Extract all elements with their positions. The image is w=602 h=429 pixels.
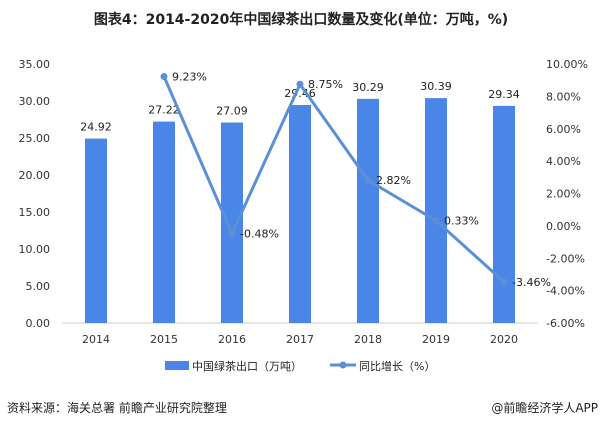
line-data-label: 8.75% — [308, 78, 343, 91]
bar-2014 — [85, 138, 107, 323]
x-axis-tick: 2014 — [82, 333, 110, 346]
line-data-label: -0.48% — [240, 228, 279, 241]
source-note: 资料来源：海关总署 前瞻产业研究院整理 — [7, 401, 227, 415]
growth-point-2017 — [296, 80, 304, 88]
x-axis-tick: 2019 — [422, 333, 450, 346]
bar-2018 — [357, 98, 379, 323]
right-axis-tick: 6.00% — [546, 123, 581, 136]
legend-bar-swatch — [165, 361, 189, 370]
left-axis-tick: 20.00 — [19, 169, 51, 182]
bar-2015 — [153, 121, 175, 324]
right-axis-tick: 8.00% — [546, 90, 581, 103]
bar-2017 — [289, 104, 311, 323]
growth-line — [162, 75, 506, 283]
bar-2016 — [221, 122, 243, 323]
legend-line-label: 同比增长（%） — [359, 359, 435, 373]
line-data-label: -3.46% — [512, 276, 551, 289]
bar-data-label: 27.09 — [216, 105, 248, 118]
right-axis-tick: 2.00% — [546, 188, 581, 201]
bar-2019 — [425, 98, 447, 323]
bar-2020 — [493, 105, 515, 323]
bar-data-label: 30.29 — [352, 81, 384, 94]
left-axis-tick: 5.00 — [26, 280, 51, 293]
legend-bar-label: 中国绿茶出口（万吨） — [192, 359, 302, 373]
legend-line-marker — [339, 361, 347, 369]
right-axis-tick: -2.00% — [546, 252, 585, 265]
left-axis-tick: 25.00 — [19, 132, 51, 145]
growth-point-2018 — [364, 176, 372, 184]
left-axis-tick: 0.00 — [26, 317, 51, 330]
growth-point-2020 — [500, 278, 508, 286]
x-axis-tick: 2016 — [218, 333, 246, 346]
credit-note: @前瞻经济学人APP — [491, 401, 598, 415]
right-axis-tick: -6.00% — [546, 317, 585, 330]
growth-point-2016 — [228, 230, 236, 238]
right-axis-tick: 4.00% — [546, 155, 581, 168]
line-data-label: 9.23% — [172, 70, 207, 83]
x-axis-tick: 2015 — [150, 333, 178, 346]
bar-data-label: 30.39 — [420, 80, 452, 93]
bar-data-label: 24.92 — [80, 121, 112, 134]
line-data-label: 0.33% — [444, 215, 479, 228]
x-axis-tick: 2018 — [354, 333, 382, 346]
x-axis-tick: 2020 — [490, 333, 518, 346]
left-axis-tick: 35.00 — [19, 58, 51, 71]
growth-point-2015 — [160, 72, 168, 80]
left-axis-tick: 10.00 — [19, 243, 51, 256]
growth-point-2019 — [432, 217, 440, 225]
right-axis-tick: -4.00% — [546, 285, 585, 298]
x-axis-tick: 2017 — [286, 333, 314, 346]
line-data-label: 2.82% — [376, 174, 411, 187]
left-axis-tick: 30.00 — [19, 95, 51, 108]
bar-data-label: 27.22 — [148, 104, 180, 117]
chart-title: 图表4：2014-2020年中国绿茶出口数量及变化(单位：万吨，%) — [93, 12, 509, 28]
right-axis-tick: 10.00% — [546, 58, 588, 71]
bar-data-label: 29.34 — [488, 88, 520, 101]
right-axis-tick: 0.00% — [546, 220, 581, 233]
left-axis-tick: 15.00 — [19, 206, 51, 219]
